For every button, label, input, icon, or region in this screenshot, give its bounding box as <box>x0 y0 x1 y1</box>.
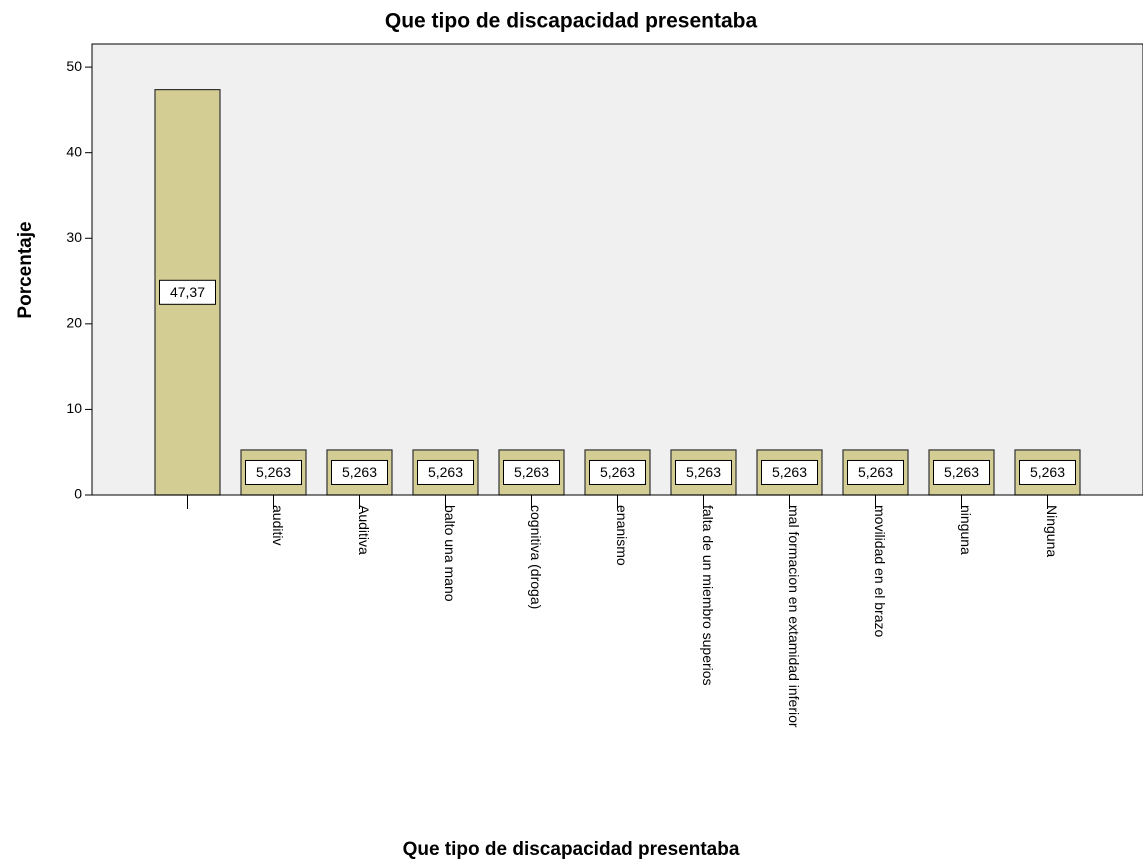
x-tick-label: ninguna <box>958 505 974 555</box>
value-label: 47,37 <box>170 284 205 300</box>
value-label: 5,263 <box>514 464 549 480</box>
value-label-box <box>847 459 904 485</box>
x-tick-label: balto una mano <box>442 505 458 602</box>
value-label-box <box>245 459 302 485</box>
value-label: 5,263 <box>686 464 721 480</box>
y-tick-label: 40 <box>66 143 82 159</box>
plot-area <box>91 43 1143 496</box>
x-axis-title: Que tipo de discapacidad presentaba <box>403 839 740 860</box>
value-label: 5,263 <box>772 464 807 480</box>
x-tick-label: auditiv <box>270 505 286 545</box>
value-label-box <box>417 459 474 485</box>
y-tick-label: 20 <box>66 315 82 331</box>
value-label-box <box>503 459 560 485</box>
value-label: 5,263 <box>858 464 893 480</box>
y-tick-label: 30 <box>66 229 82 245</box>
x-tick-label: mal formacion en extamidad inferior <box>786 505 802 728</box>
value-label-box <box>761 459 818 485</box>
y-tick-label: 10 <box>66 400 82 416</box>
x-tick-label: movilidad en el brazo <box>872 505 888 638</box>
value-label-box <box>675 459 732 485</box>
x-tick-label: falta de un miembro superios <box>700 505 716 686</box>
value-label: 5,263 <box>944 464 979 480</box>
value-label-box <box>159 279 216 305</box>
y-axis-title: Porcentaje <box>15 221 36 318</box>
value-label: 5,263 <box>1030 464 1065 480</box>
value-label-box <box>331 459 388 485</box>
value-label-box <box>1019 459 1076 485</box>
chart-title: Que tipo de discapacidad presentaba <box>385 10 758 33</box>
x-tick-label: enanismo <box>614 505 630 566</box>
value-label: 5,263 <box>600 464 635 480</box>
value-label-box <box>589 459 646 485</box>
value-label-box <box>933 459 990 485</box>
value-label: 5,263 <box>428 464 463 480</box>
x-tick-label: cognitiva (droga) <box>528 505 544 609</box>
value-label: 5,263 <box>256 464 291 480</box>
y-tick-label: 50 <box>66 58 82 74</box>
y-tick-label: 0 <box>74 486 82 502</box>
x-tick-label: Auditiva <box>356 505 372 555</box>
x-tick-label: Ninguna <box>1044 505 1060 557</box>
value-label: 5,263 <box>342 464 377 480</box>
